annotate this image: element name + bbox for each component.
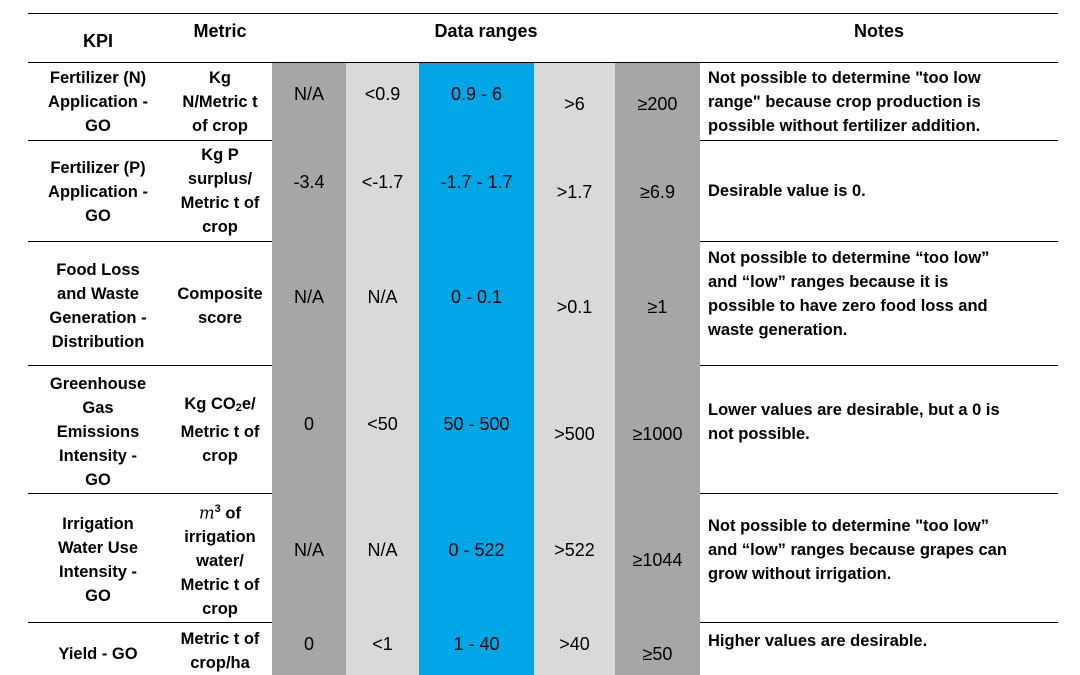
row-rule xyxy=(700,365,1058,366)
metric-cell: Metric t of crop/ha xyxy=(180,629,260,672)
range-too-low: -3.4 xyxy=(293,172,325,192)
range-low: <1 xyxy=(372,634,393,654)
note-cell: Lower values are desirable, but a 0 is n… xyxy=(708,401,1000,443)
range-too-low: N/A xyxy=(293,540,324,560)
row-rule xyxy=(28,365,272,366)
range-band-low xyxy=(346,63,419,675)
range-too-high: ≥1 xyxy=(647,297,668,317)
range-high: >0.1 xyxy=(556,297,593,317)
top-rule xyxy=(28,13,1058,14)
note-cell: Not possible to determine "too low range… xyxy=(708,69,981,135)
metric-cell: Kg P surplus/ Metric t of crop xyxy=(180,146,260,236)
range-too-low: 0 xyxy=(303,634,314,654)
range-target: 0.9 - 6 xyxy=(450,84,503,104)
range-band-too-high xyxy=(615,63,700,675)
header-rule xyxy=(28,62,1058,63)
range-target: 0 - 522 xyxy=(448,540,505,560)
kpi-cell: Fertilizer (N) Application - GO xyxy=(48,69,148,135)
range-band-too-low xyxy=(272,63,346,675)
range-low: <50 xyxy=(367,414,398,434)
range-low: N/A xyxy=(367,287,398,307)
metric-text: Kg CO xyxy=(184,395,236,413)
kpi-cell: Fertilizer (P) Application - GO xyxy=(48,158,148,225)
range-band-target xyxy=(419,63,534,675)
note-cell: Higher values are desirable. xyxy=(708,632,928,650)
metric-m: m xyxy=(199,503,215,523)
range-target: 0 - 0.1 xyxy=(450,287,503,307)
range-too-high: ≥1000 xyxy=(632,424,683,444)
row-rule xyxy=(28,493,272,494)
kpi-cell: Food Loss and Waste Generation - Distrib… xyxy=(49,261,147,351)
note-cell: Not possible to determine "too low” and … xyxy=(708,517,1007,583)
range-too-low: 0 xyxy=(303,414,314,434)
header-notes: Notes xyxy=(853,21,904,41)
metric-cell: Kg N/Metric t of crop xyxy=(182,69,258,135)
range-high: >1.7 xyxy=(556,182,593,202)
row-rule xyxy=(700,622,1058,623)
range-high: >40 xyxy=(559,634,590,654)
row-rule xyxy=(28,622,272,623)
kpi-cell: Yield - GO xyxy=(58,645,138,663)
metric-subscript: 2 xyxy=(235,402,242,414)
row-rule xyxy=(28,140,272,141)
range-target: 50 - 500 xyxy=(443,414,510,434)
range-too-high: ≥200 xyxy=(637,94,678,114)
range-too-high: ≥50 xyxy=(642,644,673,664)
metric-cell: Kg CO2e/ Metric t of crop xyxy=(168,380,272,480)
metric-superscript: 3 xyxy=(214,502,221,515)
range-target: 1 - 40 xyxy=(453,634,500,654)
row-rule xyxy=(28,241,272,242)
metric-text: e/ Metric t of crop xyxy=(180,395,260,465)
metric-cell: Composite score xyxy=(177,285,263,327)
row-rule xyxy=(700,140,1058,141)
header-metric: Metric xyxy=(193,21,247,41)
kpi-cell: Greenhouse Gas Emissions Intensity - GO xyxy=(49,375,147,489)
kpi-cell: Irrigation Water Use Intensity - GO xyxy=(57,515,139,605)
metric-cell: m3 of irrigation water/ Metric t of crop xyxy=(168,497,272,621)
range-too-high: ≥6.9 xyxy=(640,182,675,202)
row-rule xyxy=(700,493,1058,494)
range-too-low: N/A xyxy=(293,84,324,104)
range-band-high xyxy=(534,63,615,675)
range-high: >6 xyxy=(564,94,585,114)
metric-text: of irrigation water/ Metric t of crop xyxy=(180,504,260,619)
header-data-ranges: Data ranges xyxy=(434,21,538,41)
range-too-low: N/A xyxy=(293,287,324,307)
range-high: >500 xyxy=(554,424,595,444)
row-rule xyxy=(700,241,1058,242)
note-cell: Not possible to determine “too low” and … xyxy=(708,249,990,339)
header-kpi: KPI xyxy=(82,31,113,51)
range-target: -1.7 - 1.7 xyxy=(440,172,513,192)
range-high: >522 xyxy=(554,540,595,560)
range-low: <0.9 xyxy=(364,84,401,104)
range-low: N/A xyxy=(367,540,398,560)
range-low: <-1.7 xyxy=(361,172,404,192)
note-cell: Desirable value is 0. xyxy=(708,182,866,200)
range-too-high: ≥1044 xyxy=(632,550,683,570)
